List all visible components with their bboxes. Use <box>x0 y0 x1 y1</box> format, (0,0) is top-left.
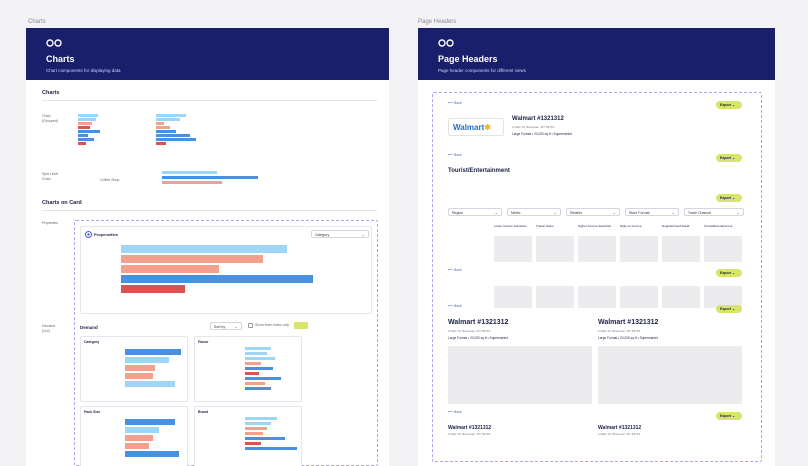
flavor-card-title: Flavor <box>198 340 209 344</box>
export-button[interactable]: Export ⌄ <box>716 412 742 420</box>
category-card: Category <box>80 336 188 402</box>
region-filter[interactable]: Region ⌄ <box>448 208 502 216</box>
show-even-checkbox[interactable] <box>248 323 253 328</box>
chevron-down-icon: ⌄ <box>361 232 365 237</box>
chart-grouped-label: Chart (Grouped) <box>42 114 58 123</box>
back-link[interactable]: ⟵ Back <box>448 304 462 308</box>
metric-filter[interactable]: Metric ⌄ <box>507 208 561 216</box>
page-title: Charts <box>46 54 75 64</box>
brand-logo-icon <box>438 39 454 47</box>
propensity-icon <box>85 231 92 238</box>
back-link[interactable]: ⟵ Back <box>448 268 462 272</box>
sort-dropdown[interactable]: Sort by ⌄ <box>210 322 242 330</box>
properties-label: Properties <box>42 221 58 225</box>
store-format-filter[interactable]: Store Format ⌄ <box>625 208 679 216</box>
store-title-left: Walmart #1321312 <box>448 319 509 326</box>
export-button[interactable]: Export ⌄ <box>716 154 742 162</box>
trade-channel-filter[interactable]: Trade Channel ⌄ <box>684 208 744 216</box>
frame-label-page-headers: Page Headers <box>418 19 457 25</box>
export-button[interactable]: Export ⌄ <box>716 194 742 202</box>
walmart-logo: Walmart✱ <box>448 118 504 136</box>
category-card-title: Category <box>84 340 100 344</box>
demand-title: Demand <box>80 325 98 330</box>
brand-card-title: Brand <box>198 410 209 414</box>
brand-card: Brand <box>194 406 302 466</box>
store-map-right[interactable] <box>598 346 742 404</box>
chevron-down-icon: ⌄ <box>234 324 238 329</box>
page-headers-frame: Page Headers Page header components for … <box>418 28 775 466</box>
divider <box>42 210 377 211</box>
store-title: Walmart #1321312 <box>512 116 564 122</box>
pack-size-card-title: Pack Size <box>84 410 101 414</box>
split-row-label: Coffee Shop <box>100 178 120 182</box>
export-button[interactable]: Export ⌄ <box>716 269 742 277</box>
store-address: 2 Main St, Bozeman, MT 59715 <box>512 125 555 129</box>
export-button[interactable]: Export ⌄ <box>716 305 742 313</box>
flavor-card: Flavor <box>194 336 302 402</box>
demand-label: Demand (2x2) <box>42 324 56 333</box>
page-title: Page Headers <box>438 54 498 64</box>
store-meta: Large Format • 20,000 sq ft • Supermarke… <box>512 132 572 136</box>
retailer-filter[interactable]: Retailer ⌄ <box>566 208 620 216</box>
category-dropdown[interactable]: Category ⌄ <box>311 230 369 238</box>
section-charts-title: Charts <box>42 90 60 96</box>
back-link[interactable]: ⟵ Back <box>448 153 462 157</box>
section-cards-title: Charts on Card <box>42 200 82 206</box>
propensities-card: Propensities Category ⌄ <box>80 226 372 314</box>
store-title-right: Walmart #1321312 <box>598 319 659 326</box>
page-headers-header: Page Headers Page header components for … <box>418 28 775 80</box>
page-subtitle: Page header components for different vie… <box>438 68 526 73</box>
charts-frame: Charts Chart components for displaying d… <box>26 28 389 466</box>
divider <box>42 100 377 101</box>
tourist-title: Tourist/Entertainment <box>448 168 510 174</box>
frame-label-charts: Charts <box>28 19 46 25</box>
charts-header: Charts Chart components for displaying d… <box>26 28 389 80</box>
brand-logo-icon <box>46 39 62 47</box>
back-link[interactable]: ⟵ Back <box>448 101 462 105</box>
view-toggle[interactable] <box>294 322 308 329</box>
store-map-left[interactable] <box>448 346 592 404</box>
pack-size-card: Pack Size <box>80 406 188 466</box>
page-subtitle: Chart components for displaying data <box>46 68 121 73</box>
headers-dashed-container <box>432 92 762 462</box>
export-button[interactable]: Export ⌄ <box>716 101 742 109</box>
propensities-title: Propensities <box>94 232 119 237</box>
back-link[interactable]: ⟵ Back <box>448 410 462 414</box>
split-chart-label: Split Level Chart <box>42 172 59 181</box>
show-even-label: Show even index only <box>255 323 290 327</box>
